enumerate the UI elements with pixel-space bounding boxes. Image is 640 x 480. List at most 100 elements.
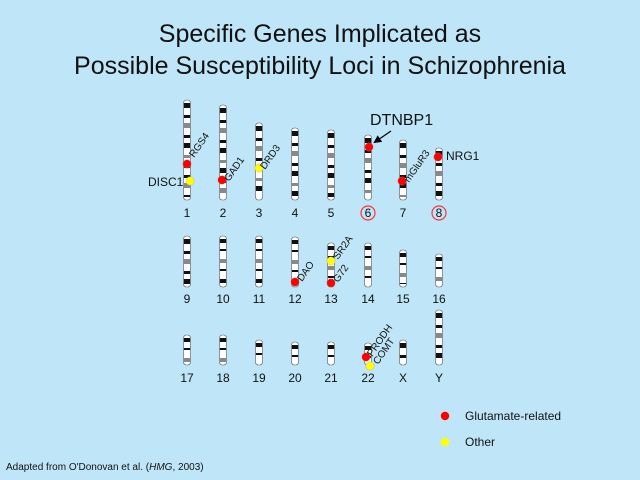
chromosome-band bbox=[219, 160, 227, 163]
gene-label: mGluR3 bbox=[402, 148, 432, 185]
chromosome-band bbox=[219, 120, 227, 123]
chromosome-19: 19 bbox=[252, 339, 266, 385]
chromosome-band bbox=[183, 271, 191, 274]
chromosome-band bbox=[219, 239, 227, 243]
chromosome-band bbox=[399, 163, 407, 168]
gene-marker bbox=[397, 176, 407, 186]
chromosome-band bbox=[183, 175, 191, 178]
chromosome-band bbox=[183, 239, 191, 244]
chromosome-band bbox=[435, 267, 443, 269]
gene-label: DISC1 bbox=[148, 175, 184, 189]
chromosome-label: 5 bbox=[328, 206, 335, 220]
chromosome-band bbox=[183, 135, 191, 138]
chromosome-band bbox=[291, 183, 299, 186]
chromosome-band bbox=[255, 239, 263, 243]
chromosome-label: Y bbox=[435, 371, 443, 385]
gene-marker bbox=[185, 176, 195, 186]
chromosome-band bbox=[183, 358, 191, 362]
chromosome-band bbox=[219, 128, 227, 133]
chromosome-band bbox=[435, 353, 443, 358]
chromosome-band bbox=[399, 263, 407, 265]
chromosome-band bbox=[399, 283, 407, 284]
slide-title-line-2: Possible Susceptibility Loci in Schizoph… bbox=[74, 52, 566, 80]
legend-item-other: Other bbox=[440, 435, 495, 449]
chromosome-label: 15 bbox=[396, 292, 410, 306]
chromosome-label: 16 bbox=[432, 292, 446, 306]
chromosome-band bbox=[399, 355, 407, 358]
chromosome-band bbox=[291, 151, 299, 156]
chromosome-11: 11 bbox=[253, 235, 266, 306]
chromosome-label: X bbox=[399, 371, 407, 385]
chromosome-band bbox=[255, 126, 263, 131]
chromosome-band bbox=[364, 246, 372, 250]
chromosome-band bbox=[364, 276, 372, 278]
chromosome-band bbox=[435, 257, 443, 261]
chromosome-label: 3 bbox=[256, 206, 263, 220]
chromosome-band bbox=[327, 153, 335, 158]
chromosome-10: 10 bbox=[216, 235, 230, 306]
chromosome-18: 18 bbox=[216, 334, 230, 385]
chromosome-16: 16 bbox=[432, 253, 446, 306]
chromosome-band bbox=[255, 158, 263, 161]
chromosome-label: 14 bbox=[361, 292, 375, 306]
gene-disc1: DISC1 bbox=[148, 175, 195, 189]
legend-label: Glutamate-related bbox=[465, 409, 561, 423]
gene-marker bbox=[364, 142, 374, 152]
chromosome-body bbox=[399, 139, 407, 201]
chromosome-label: 2 bbox=[220, 206, 227, 220]
chromosome-band bbox=[255, 186, 263, 191]
chromosome-band bbox=[399, 195, 407, 197]
chromosome-band bbox=[255, 138, 263, 141]
chromosome-band bbox=[364, 256, 372, 258]
chromosome-band bbox=[183, 123, 191, 128]
chromosome-9: 9 bbox=[183, 235, 191, 306]
chromosome-band bbox=[219, 259, 227, 263]
slide-title-line-1: Specific Genes Implicated as bbox=[158, 20, 482, 48]
chromosome-20: 20 bbox=[288, 341, 302, 385]
footnote-prefix: Adapted from O'Donovan et al. ( bbox=[6, 462, 150, 473]
chromosome-band bbox=[255, 269, 263, 271]
chromosome-band bbox=[291, 143, 299, 146]
chromosome-band bbox=[327, 185, 335, 188]
gene-label: NRG1 bbox=[446, 149, 480, 163]
chromosome-band bbox=[183, 183, 191, 188]
legend-swatch bbox=[440, 437, 450, 447]
chromosome-band bbox=[364, 170, 372, 173]
citation-footnote: Adapted from O'Donovan et al. (HMG, 2003… bbox=[6, 462, 204, 473]
chromosome-band bbox=[183, 195, 191, 197]
chromosome-band bbox=[327, 145, 335, 148]
chromosome-21: 21 bbox=[324, 341, 338, 385]
chromosome-band bbox=[183, 143, 191, 148]
chromosome-band bbox=[219, 269, 227, 271]
gene-marker bbox=[326, 256, 336, 266]
chromosome-band bbox=[435, 163, 443, 166]
chromosome-label: 7 bbox=[400, 206, 407, 220]
chromosome-body bbox=[399, 249, 407, 288]
chromosome-y: Y bbox=[435, 309, 443, 385]
chromosome-label: 17 bbox=[180, 371, 194, 385]
chromosome-band bbox=[399, 183, 407, 188]
chromosome-band bbox=[255, 343, 263, 347]
callout-label: DTNBP1 bbox=[370, 112, 433, 129]
chromosome-band bbox=[219, 108, 227, 113]
chromosome-band bbox=[399, 253, 407, 257]
chromosome-label: 12 bbox=[288, 292, 302, 306]
gene-marker bbox=[433, 152, 443, 162]
legend: Glutamate-related Other bbox=[440, 409, 561, 449]
chromosome-2: 2 bbox=[219, 104, 227, 220]
chromosome-band bbox=[364, 178, 372, 183]
chromosome-14: 14 bbox=[361, 242, 375, 306]
chromosome-band bbox=[219, 140, 227, 143]
gene-marker bbox=[290, 277, 300, 287]
chromosome-label: 18 bbox=[216, 371, 230, 385]
chromosome-band bbox=[399, 273, 407, 277]
chromosome-label: 1 bbox=[184, 206, 191, 220]
chromosome-band bbox=[327, 173, 335, 178]
chromosome-band bbox=[183, 155, 191, 158]
chromosome-band bbox=[435, 345, 443, 348]
gene-dtnbp1 bbox=[364, 142, 374, 152]
chromosome-band bbox=[327, 133, 335, 138]
chromosome-band bbox=[183, 279, 191, 284]
chromosome-band bbox=[219, 249, 227, 251]
